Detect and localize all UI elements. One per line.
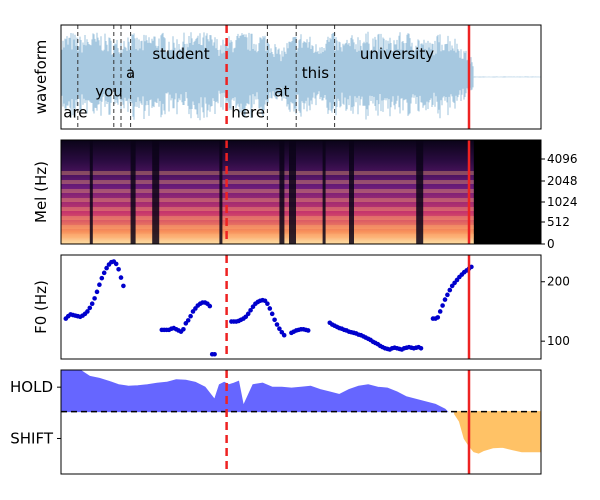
f0-point-2-7 — [245, 311, 251, 317]
turn-tick-label-hold: HOLD — [10, 378, 53, 396]
mel-spectrogram — [61, 140, 541, 244]
f0-point-5-2 — [435, 315, 441, 320]
f0-point-2-8 — [248, 307, 253, 313]
mel-tick-label-0: 0 — [547, 237, 555, 251]
f0-point-2-16 — [267, 306, 273, 311]
mel-silence-band-4 — [279, 140, 285, 244]
shift-area — [454, 411, 541, 454]
f0-point-2-17 — [269, 311, 275, 317]
f0-point-0-15 — [99, 275, 105, 281]
mel-silence-band-8 — [416, 140, 424, 244]
f0-plot — [63, 255, 474, 359]
turn-tick-label-shift: SHIFT — [10, 429, 54, 447]
turn-ytick-group: HOLD SHIFT — [10, 378, 61, 447]
turn-panel: HOLD SHIFT — [10, 369, 542, 475]
mel-silence-band-6 — [322, 140, 326, 244]
mel-silence-band-1 — [130, 140, 136, 244]
f0-point-5-6 — [445, 292, 450, 298]
f0-point-5-3 — [437, 309, 443, 314]
f0-point-0-10 — [87, 305, 93, 311]
word-label-student: student — [152, 45, 209, 63]
f0-point-0-22 — [116, 266, 121, 272]
f0-point-5-5 — [442, 297, 448, 302]
mel-frame — [60, 139, 542, 245]
mel-silence-band-0 — [89, 140, 93, 244]
f0-point-0-17 — [104, 265, 109, 271]
f0-panel: 100 200 F0 (Hz) — [32, 254, 570, 360]
f0-point-2-18 — [272, 317, 277, 323]
f0-tick-label-200: 200 — [547, 275, 570, 289]
f0-point-0-24 — [121, 283, 126, 289]
f0-point-3-7 — [305, 328, 311, 333]
mel-tick-label-2048: 2048 — [547, 174, 578, 188]
f0-point-1-22 — [212, 351, 217, 357]
mel-harmonics — [61, 170, 474, 244]
turn-plot — [61, 370, 541, 474]
f0-point-5-7 — [447, 287, 453, 293]
mel-ytick-group: 0 512 1024 2048 4096 — [541, 152, 578, 251]
f0-ytick-group: 100 200 — [541, 275, 570, 348]
mel-panel: 0 512 1024 2048 4096 Mel (Hz) — [32, 139, 578, 251]
f0-point-0-9 — [85, 309, 90, 314]
f0-point-1-20 — [207, 303, 213, 309]
mel-silence-band-7 — [349, 140, 354, 244]
f0-point-0-23 — [118, 275, 124, 280]
f0-point-0-16 — [101, 270, 107, 276]
mel-silence-band-2 — [152, 140, 160, 244]
hold-area — [61, 370, 449, 413]
word-label-you: you — [95, 83, 123, 101]
f0-ylabel: F0 (Hz) — [32, 280, 50, 334]
mel-tick-label-4096: 4096 — [547, 152, 578, 166]
turn-frame — [60, 369, 542, 475]
f0-point-0-11 — [89, 301, 95, 307]
waveform-frame — [60, 24, 542, 130]
f0-point-1-12 — [188, 313, 193, 319]
f0-point-5-4 — [440, 303, 445, 308]
f0-point-2-20 — [277, 326, 282, 331]
f0-point-0-13 — [94, 289, 100, 295]
f0-point-4-38 — [418, 346, 424, 351]
mel-silence-band-3 — [219, 140, 223, 244]
mel-tick-label-1024: 1024 — [547, 195, 578, 209]
mel-ylabel: Mel (Hz) — [32, 161, 50, 223]
waveform-signal — [61, 31, 541, 121]
f0-point-0-12 — [92, 296, 97, 301]
waveform-ylabel: waveform — [32, 40, 50, 115]
f0-point-2-22 — [281, 332, 287, 338]
f0-point-1-11 — [185, 318, 191, 323]
word-label-here: here — [231, 103, 265, 121]
word-label-university: university — [360, 45, 434, 63]
mel-silence-band-5 — [289, 140, 296, 244]
f0-point-1-9 — [181, 326, 186, 332]
f0-point-0-14 — [97, 282, 102, 288]
f0-tick-label-100: 100 — [547, 334, 570, 348]
word-label-this: this — [302, 64, 330, 82]
f0-point-2-19 — [274, 322, 280, 327]
f0-point-2-15 — [265, 301, 270, 307]
f0-point-0-21 — [113, 261, 119, 267]
word-label-are: are — [63, 103, 87, 121]
word-label-at: at — [274, 83, 289, 101]
mel-tick-label-512: 512 — [547, 215, 570, 229]
f0-frame — [60, 254, 542, 360]
word-label-a: a — [126, 64, 135, 82]
